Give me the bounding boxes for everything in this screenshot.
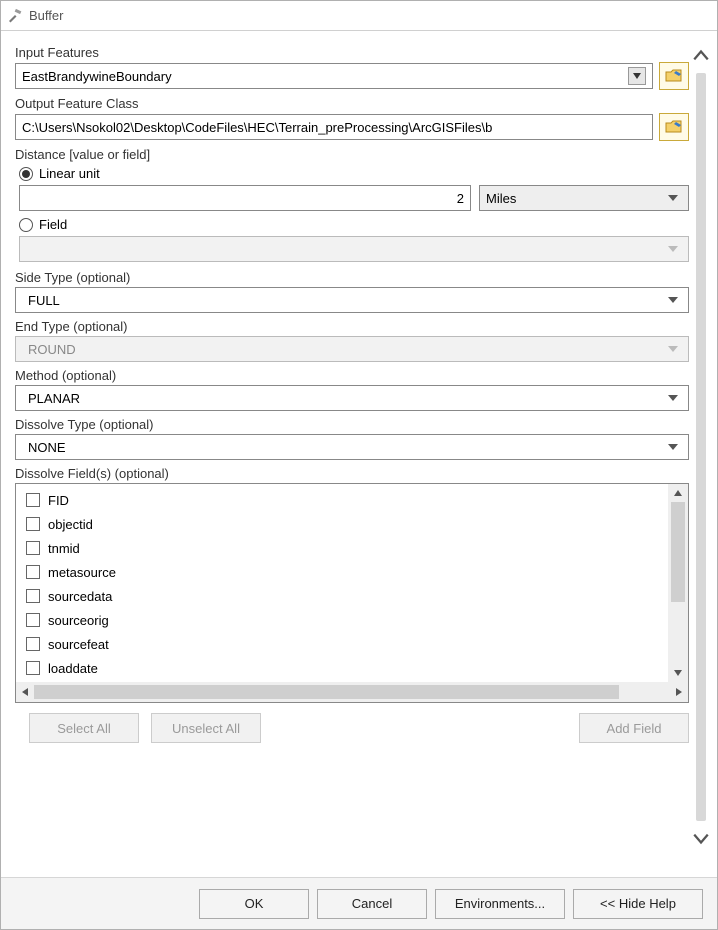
dissolve-field-label: FID	[48, 493, 69, 508]
checkbox[interactable]	[26, 589, 40, 603]
chevron-down-icon	[668, 346, 678, 352]
distance-value-input[interactable]	[19, 185, 471, 211]
checkbox[interactable]	[26, 541, 40, 555]
checkbox[interactable]	[26, 493, 40, 507]
side-type-combo[interactable]: FULL	[15, 287, 689, 313]
distance-unit-combo[interactable]: Miles	[479, 185, 689, 211]
dissolve-field-item[interactable]: objectid	[26, 512, 664, 536]
unselect-all-button[interactable]: Unselect All	[151, 713, 261, 743]
titlebar: Buffer	[1, 1, 717, 31]
input-features-dropdown[interactable]: EastBrandywineBoundary	[15, 63, 653, 89]
window-title: Buffer	[29, 8, 63, 23]
field-radio[interactable]	[19, 218, 33, 232]
dissolve-field-item[interactable]: loaddate	[26, 656, 664, 680]
panel-scroll[interactable]	[689, 41, 713, 877]
end-type-label: End Type (optional)	[15, 319, 689, 334]
chevron-down-icon	[668, 297, 678, 303]
dissolve-field-label: objectid	[48, 517, 93, 532]
dissolve-field-label: sourcefeat	[48, 637, 109, 652]
dissolve-field-label: metasource	[48, 565, 116, 580]
chevron-down-icon	[668, 444, 678, 450]
field-radio-label: Field	[39, 217, 67, 232]
dissolve-field-item[interactable]: metasource	[26, 560, 664, 584]
ok-button[interactable]: OK	[199, 889, 309, 919]
folder-open-icon	[665, 68, 683, 84]
dissolve-type-label: Dissolve Type (optional)	[15, 417, 689, 432]
chevron-down-icon	[668, 395, 678, 401]
browse-output-button[interactable]	[659, 113, 689, 141]
chevron-down-icon[interactable]	[692, 829, 710, 847]
cancel-button[interactable]: Cancel	[317, 889, 427, 919]
environments-button[interactable]: Environments...	[435, 889, 565, 919]
dissolve-fields-items: FID objectid tnmid metasource sourcedata sour…	[16, 484, 668, 682]
input-features-label: Input Features	[15, 45, 689, 60]
select-all-button[interactable]: Select All	[29, 713, 139, 743]
scroll-up-icon[interactable]	[668, 484, 688, 502]
list-horizontal-scrollbar[interactable]	[16, 682, 688, 702]
panel-scroll-thumb[interactable]	[696, 73, 706, 821]
hscroll-thumb[interactable]	[34, 685, 619, 699]
output-fc-input[interactable]	[15, 114, 653, 140]
method-label: Method (optional)	[15, 368, 689, 383]
checkbox[interactable]	[26, 517, 40, 531]
list-vertical-scrollbar[interactable]	[668, 484, 688, 682]
scroll-left-icon[interactable]	[16, 688, 34, 696]
dissolve-field-label: loaddate	[48, 661, 98, 676]
output-fc-label: Output Feature Class	[15, 96, 689, 111]
checkbox[interactable]	[26, 613, 40, 627]
side-type-value: FULL	[28, 293, 60, 308]
input-features-value: EastBrandywineBoundary	[22, 69, 172, 84]
dissolve-field-label: tnmid	[48, 541, 80, 556]
dissolve-field-label: sourcedata	[48, 589, 112, 604]
end-type-value: ROUND	[28, 342, 76, 357]
folder-open-icon	[665, 119, 683, 135]
dissolve-type-combo[interactable]: NONE	[15, 434, 689, 460]
dissolve-field-item[interactable]: FID	[26, 488, 664, 512]
side-type-label: Side Type (optional)	[15, 270, 689, 285]
chevron-up-icon[interactable]	[692, 47, 710, 65]
dissolve-field-item[interactable]: sourcefeat	[26, 632, 664, 656]
distance-label: Distance [value or field]	[15, 147, 689, 162]
chevron-down-icon	[668, 246, 678, 252]
dissolve-fields-listbox[interactable]: FID objectid tnmid metasource sourcedata sour…	[15, 483, 689, 703]
content-area: Input Features EastBrandywineBoundary Ou…	[1, 31, 717, 877]
dissolve-field-item[interactable]: sourcedata	[26, 584, 664, 608]
buffer-window: Buffer Input Features EastBrandywineBoun…	[0, 0, 718, 930]
browse-input-button[interactable]	[659, 62, 689, 90]
distance-field-combo	[19, 236, 689, 262]
method-combo[interactable]: PLANAR	[15, 385, 689, 411]
dissolve-field-item[interactable]: tnmid	[26, 536, 664, 560]
checkbox[interactable]	[26, 565, 40, 579]
dissolve-field-item[interactable]: sourceorig	[26, 608, 664, 632]
scroll-right-icon[interactable]	[670, 688, 688, 696]
form-area: Input Features EastBrandywineBoundary Ou…	[15, 41, 689, 877]
dissolve-fields-label: Dissolve Field(s) (optional)	[15, 466, 689, 481]
method-value: PLANAR	[28, 391, 80, 406]
scroll-thumb[interactable]	[671, 502, 685, 602]
checkbox[interactable]	[26, 637, 40, 651]
add-field-button[interactable]: Add Field	[579, 713, 689, 743]
linear-unit-label: Linear unit	[39, 166, 100, 181]
checkbox[interactable]	[26, 661, 40, 675]
dissolve-type-value: NONE	[28, 440, 66, 455]
hammer-icon	[7, 8, 23, 24]
end-type-combo: ROUND	[15, 336, 689, 362]
hide-help-button[interactable]: << Hide Help	[573, 889, 703, 919]
chevron-down-icon	[668, 195, 678, 201]
dropdown-arrow-icon	[628, 67, 646, 85]
distance-unit-value: Miles	[486, 191, 516, 206]
linear-unit-radio[interactable]	[19, 167, 33, 181]
dissolve-field-label: sourceorig	[48, 613, 109, 628]
scroll-down-icon[interactable]	[668, 664, 688, 682]
bottom-button-bar: OK Cancel Environments... << Hide Help	[1, 877, 717, 929]
